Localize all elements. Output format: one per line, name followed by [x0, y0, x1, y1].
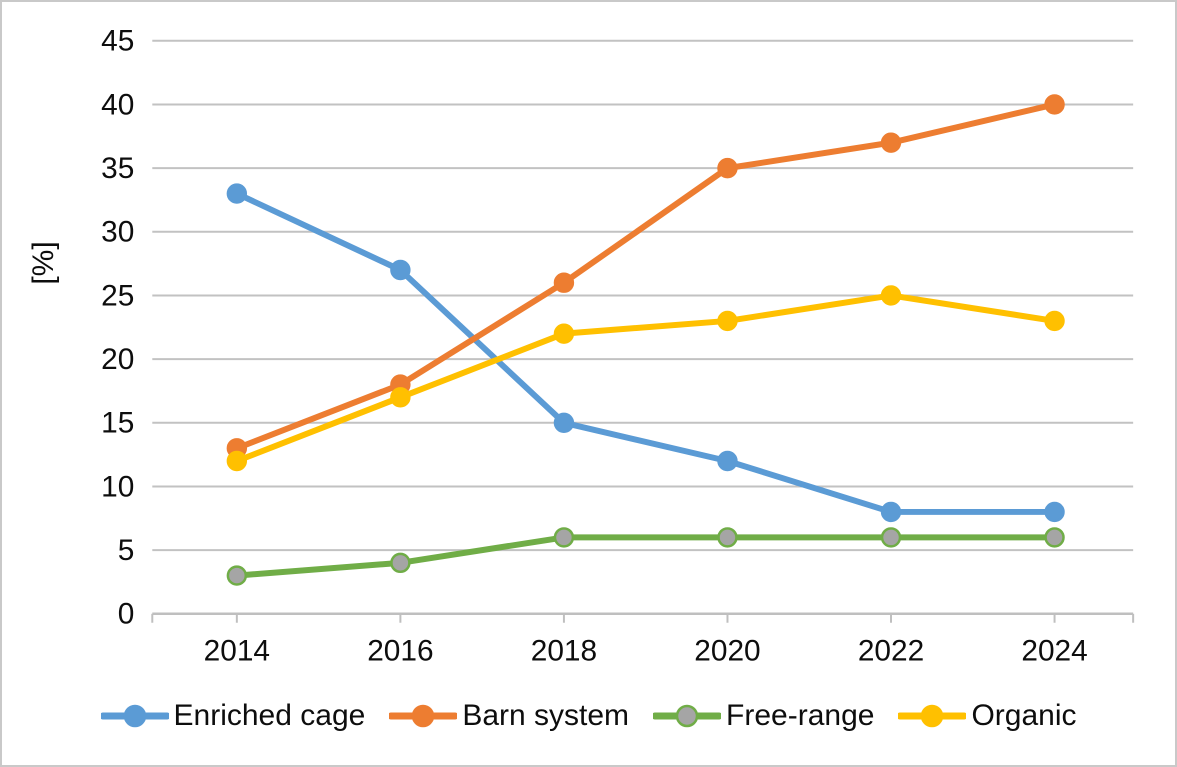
series-line-barn-system — [233, 101, 1058, 452]
y-tick-label: 20 — [101, 343, 134, 376]
x-tick-label: 2018 — [531, 635, 597, 668]
y-tick-label: 10 — [101, 470, 134, 503]
series-line-organic — [233, 292, 1058, 464]
x-tick-label: 2016 — [367, 635, 433, 668]
legend-marker-icon — [898, 704, 967, 728]
data-point-marker — [390, 552, 411, 574]
legend-label: Barn system — [462, 699, 630, 732]
data-point-marker — [226, 183, 248, 204]
data-point-marker — [226, 565, 248, 586]
legend-label: Enriched cage — [173, 699, 366, 732]
legend-item-enriched-cage: Enriched cage — [100, 699, 366, 733]
data-point-marker — [717, 310, 738, 332]
data-point-marker — [1044, 310, 1065, 332]
data-point-marker — [880, 285, 902, 306]
data-point-marker — [880, 527, 902, 548]
legend-marker-icon — [653, 704, 722, 728]
data-point-marker — [1044, 501, 1065, 523]
data-point-marker — [226, 450, 248, 472]
data-point-marker — [553, 323, 575, 344]
y-tick-label: 35 — [101, 152, 134, 185]
y-tick-label: 0 — [118, 598, 135, 631]
x-tick-label: 2022 — [858, 635, 924, 668]
legend-item-organic: Organic — [898, 699, 1076, 733]
data-point-marker — [553, 412, 575, 433]
legend-label: Organic — [971, 699, 1077, 732]
data-point-marker — [717, 157, 738, 179]
data-point-marker — [717, 527, 738, 548]
y-axis-title: [%] — [27, 241, 60, 285]
series-line-enriched-cage — [233, 190, 1058, 515]
y-tick-label: 5 — [118, 534, 135, 567]
legend-marker-icon — [389, 704, 458, 728]
y-tick-label: 15 — [101, 407, 134, 440]
legend: Enriched cage Barn system Free-range Organi… — [2, 699, 1175, 733]
y-tick-label: 30 — [101, 216, 134, 249]
data-point-marker — [1044, 94, 1065, 115]
data-point-marker — [390, 387, 411, 408]
data-point-marker — [390, 259, 411, 281]
series-line-free-range — [233, 534, 1058, 579]
legend-item-free-range: Free-range — [653, 699, 874, 733]
x-tick-label: 2014 — [204, 635, 270, 668]
y-tick-label: 40 — [101, 88, 134, 121]
x-tick-label: 2024 — [1021, 635, 1087, 668]
legend-marker-icon — [100, 704, 169, 728]
data-point-marker — [553, 527, 575, 548]
data-point-marker — [880, 501, 902, 523]
x-tick-label: 2020 — [694, 635, 760, 668]
y-tick-label: 25 — [101, 279, 134, 312]
data-point-marker — [1044, 527, 1065, 548]
y-tick-label: 45 — [101, 25, 134, 58]
data-point-marker — [553, 272, 575, 293]
data-point-marker — [717, 450, 738, 472]
legend-item-barn-system: Barn system — [389, 699, 629, 733]
data-point-marker — [880, 132, 902, 153]
legend-label: Free-range — [726, 699, 875, 732]
